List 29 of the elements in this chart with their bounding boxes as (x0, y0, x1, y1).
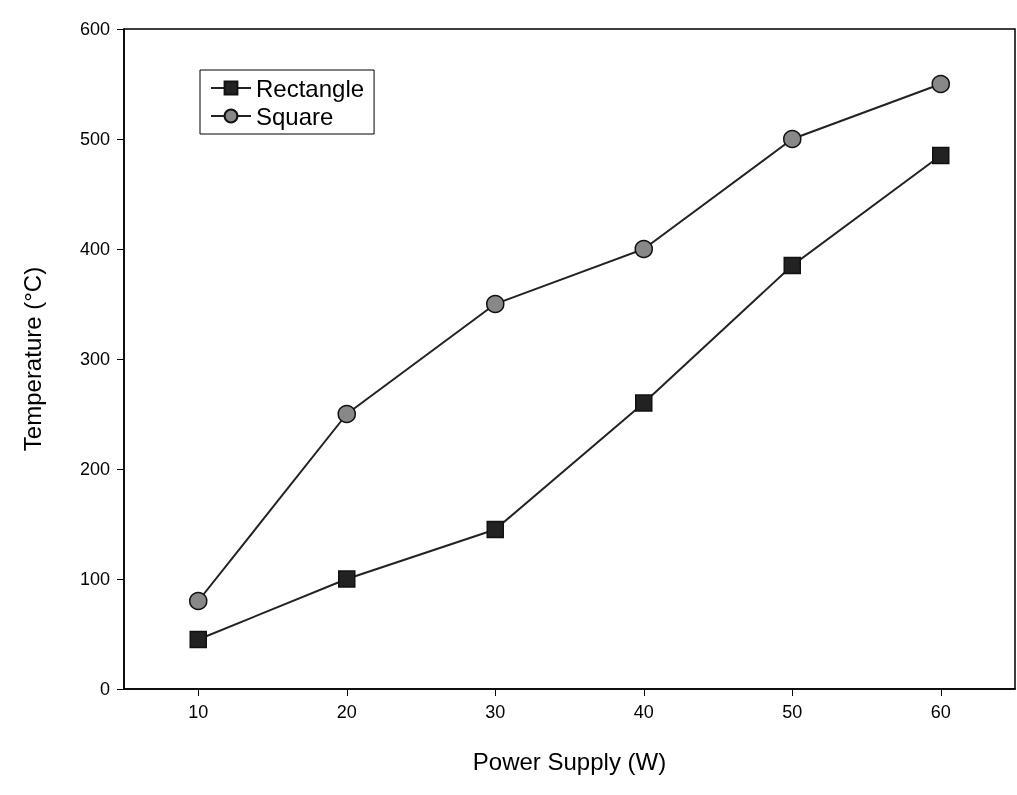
point (189, 630, 207, 649)
x-tick-label: 40 (633, 702, 654, 722)
y-tick-label: 400 (79, 239, 110, 259)
x-tick-label: 60 (930, 702, 951, 722)
x-tick-label: 50 (782, 702, 803, 722)
y-tick-label: 300 (79, 349, 110, 369)
point (486, 294, 505, 314)
point (635, 394, 653, 412)
x-tick-label: 30 (485, 702, 506, 722)
point (634, 239, 653, 259)
y-axis-title: Temperature (°C) (18, 266, 46, 452)
point (783, 129, 802, 149)
point (189, 591, 208, 611)
point (932, 146, 950, 165)
y-tick-label: 200 (79, 459, 110, 479)
point (931, 74, 950, 94)
y-tick-label: 600 (79, 19, 110, 39)
point (783, 256, 801, 275)
x-tick-label: 20 (336, 702, 357, 722)
point (337, 404, 356, 424)
y-tick-label: 0 (99, 679, 110, 699)
x-tick-label: 10 (188, 702, 209, 722)
legend-label: Rectangle (256, 74, 365, 102)
y-tick-label: 500 (79, 129, 110, 149)
y-tick-label: 100 (79, 569, 110, 589)
point (338, 570, 356, 588)
legend-label: Square (256, 102, 334, 130)
point (486, 520, 504, 539)
x-axis-title: Power Supply (W) (472, 747, 667, 775)
